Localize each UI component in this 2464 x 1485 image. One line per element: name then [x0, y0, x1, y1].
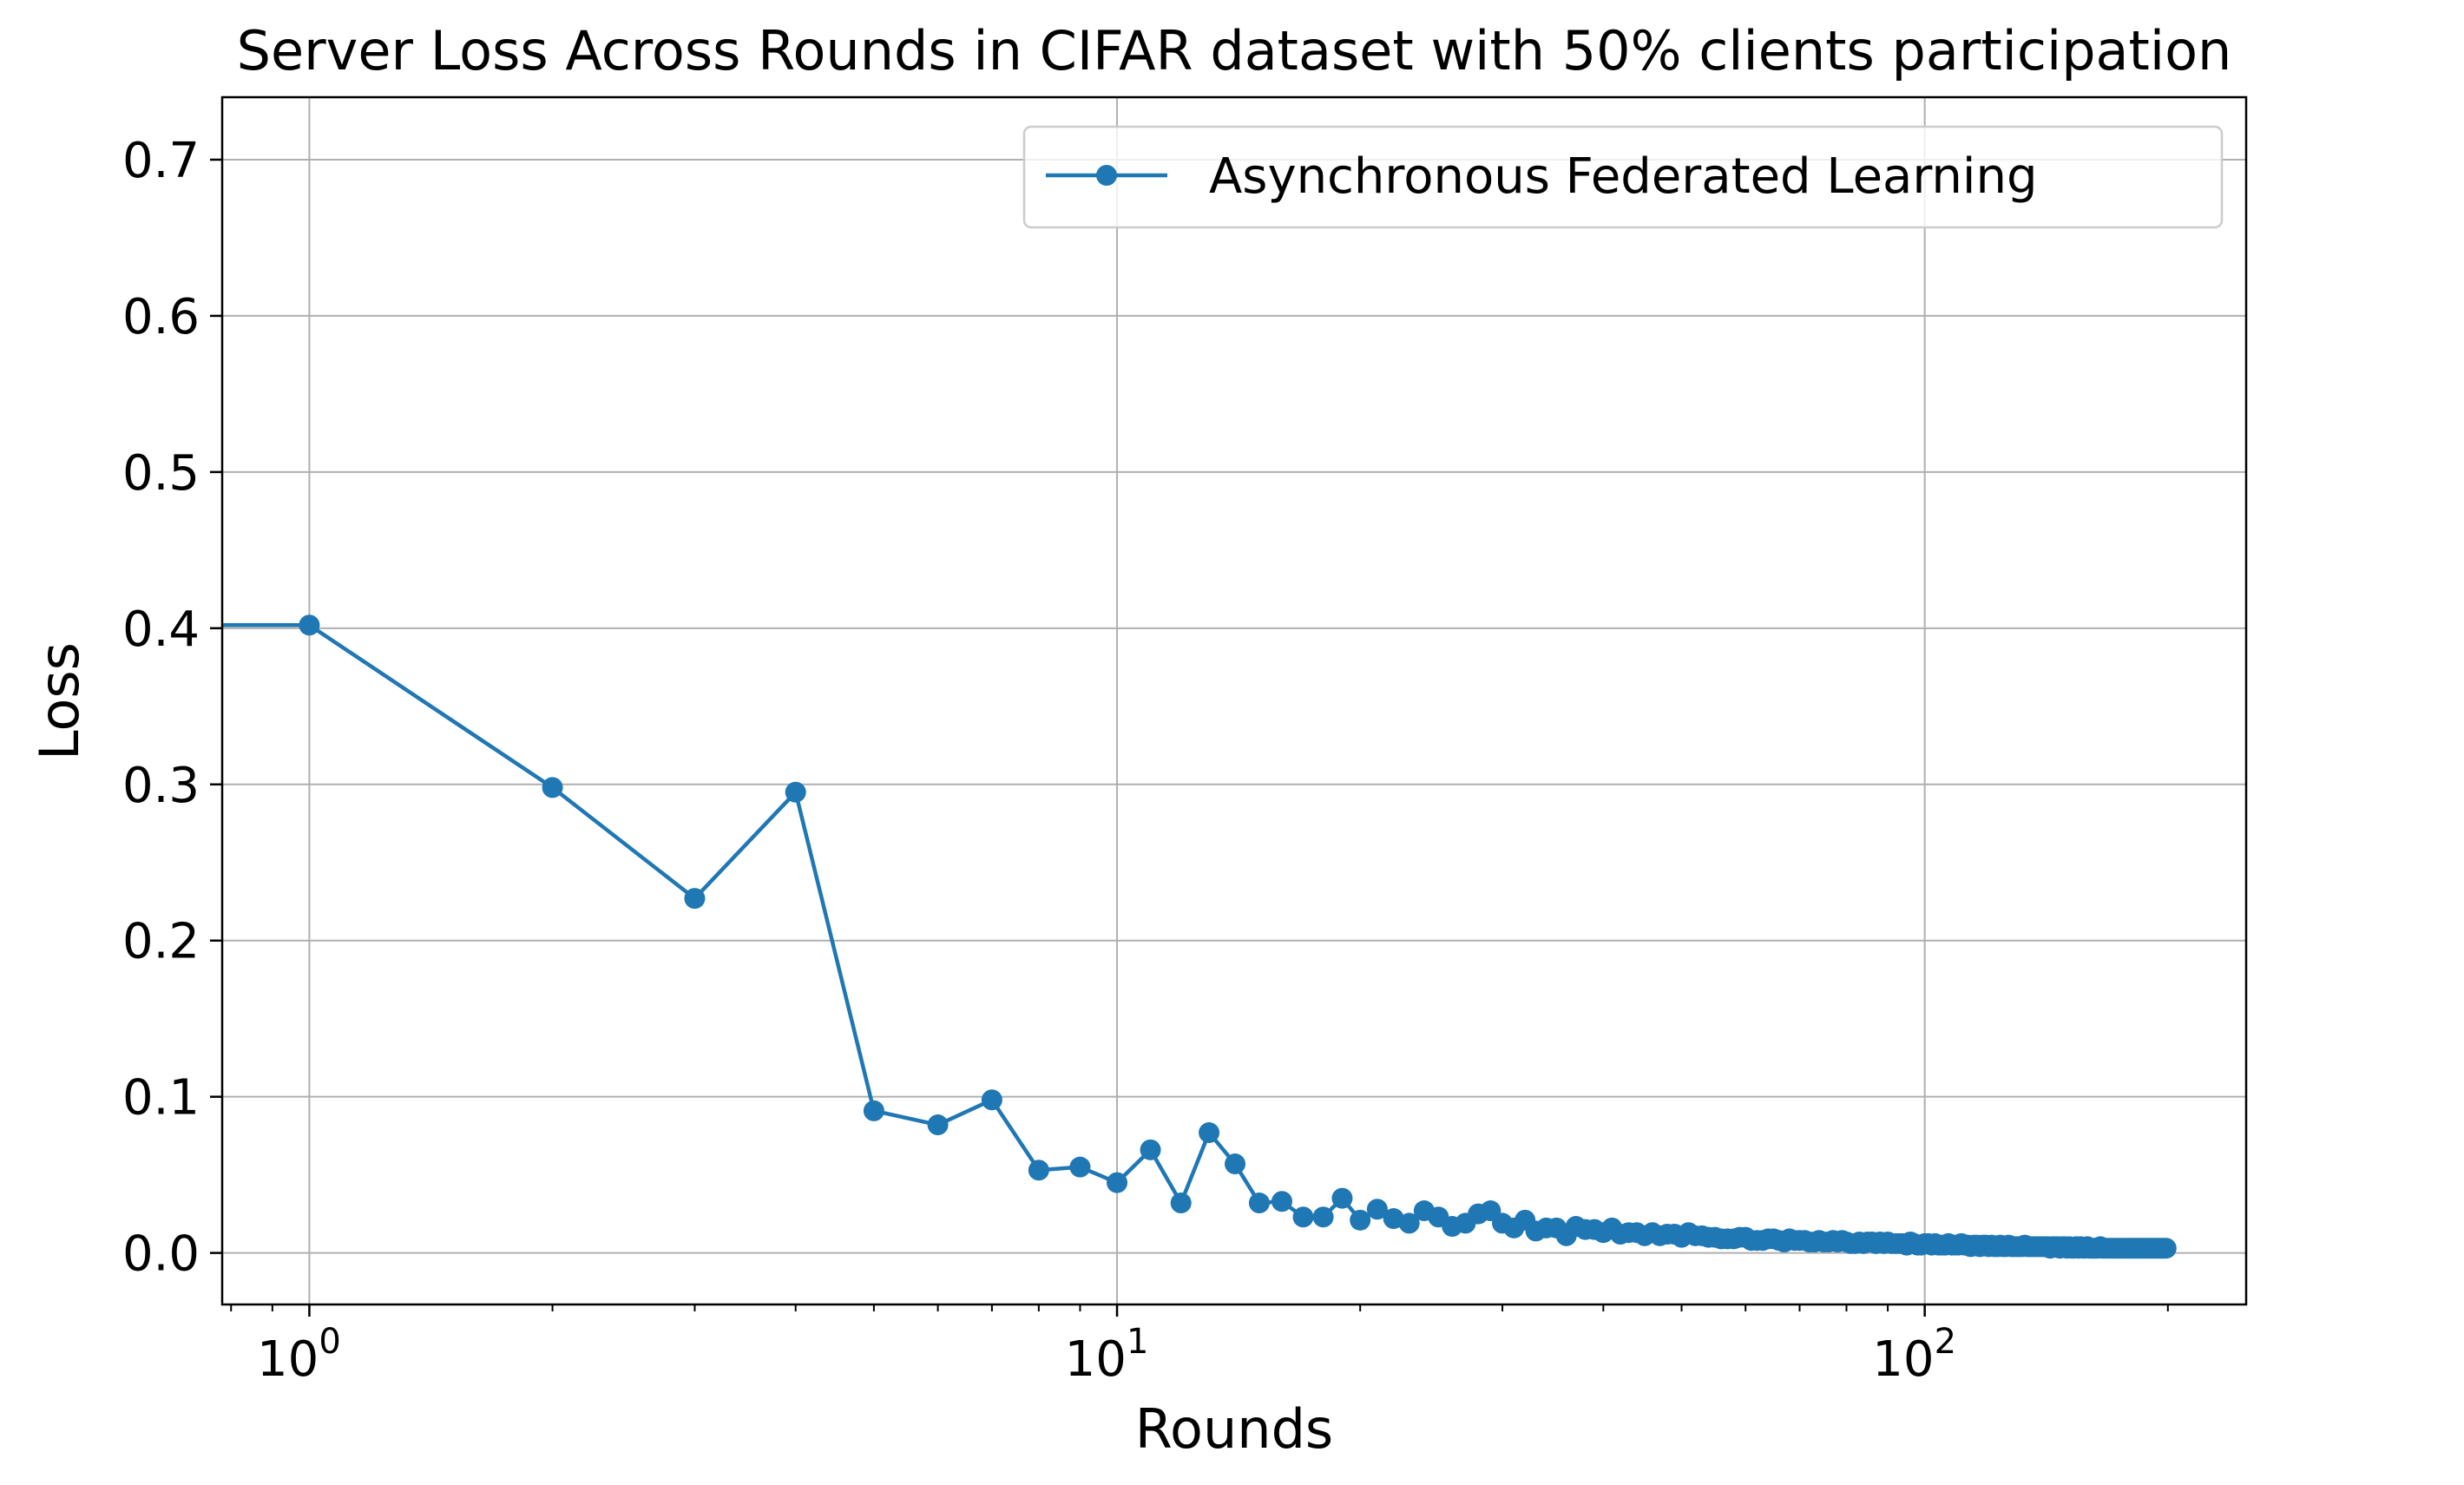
- legend-box: [1022, 125, 2224, 229]
- data-point: [1271, 1191, 1292, 1212]
- y-tick-label: 0.3: [122, 758, 200, 814]
- data-point: [542, 777, 563, 798]
- data-point: [1248, 1193, 1270, 1214]
- legend-marker: [1096, 165, 1117, 186]
- data-point: [1225, 1153, 1246, 1175]
- data-point: [1366, 1199, 1388, 1220]
- data-point: [1350, 1209, 1371, 1231]
- x-tick-label: 100: [257, 1322, 341, 1388]
- y-tick-label: 0.6: [122, 289, 200, 345]
- grid: [222, 97, 2246, 1304]
- data-point: [1069, 1156, 1091, 1178]
- ticks: 0.0 0.1 0.2 0.3 0.4 0.5 0.6 0.7 100 101 102: [122, 133, 2169, 1388]
- plot-frame: [220, 95, 2248, 1306]
- y-tick-label: 0.1: [122, 1070, 200, 1127]
- data-point: [1107, 1172, 1128, 1193]
- data-point: [863, 1100, 884, 1121]
- data-point: [927, 1114, 949, 1136]
- y-tick-label: 0.0: [122, 1226, 200, 1283]
- legend: Asynchronous Federated Learning: [1022, 125, 2224, 229]
- series-layer: [222, 614, 2177, 1259]
- data-point: [1028, 1160, 1049, 1181]
- data-point: [1312, 1206, 1334, 1228]
- y-tick-label: 0.5: [122, 445, 200, 502]
- y-axis-label: Loss: [28, 642, 91, 760]
- data-point: [1170, 1193, 1192, 1214]
- data-point: [785, 781, 806, 803]
- x-tick-label: 102: [1872, 1322, 1956, 1388]
- data-point: [1199, 1122, 1220, 1144]
- data-point: [299, 614, 320, 636]
- data-point: [684, 888, 706, 910]
- y-tick-label: 0.7: [122, 133, 200, 189]
- legend-label: Asynchronous Federated Learning: [1209, 148, 2038, 205]
- x-axis-label: Rounds: [1135, 1397, 1333, 1461]
- data-point: [1292, 1206, 1314, 1228]
- y-tick-label: 0.4: [122, 601, 200, 658]
- data-point: [1331, 1187, 1353, 1209]
- data-point: [981, 1089, 1002, 1111]
- chart-title: Server Loss Across Rounds in CIFAR datas…: [237, 19, 2232, 82]
- data-point: [1140, 1139, 1161, 1160]
- x-tick-label: 101: [1065, 1322, 1149, 1388]
- data-point: [1398, 1212, 1420, 1234]
- y-tick-label: 0.2: [122, 914, 200, 970]
- data-point: [2155, 1238, 2177, 1259]
